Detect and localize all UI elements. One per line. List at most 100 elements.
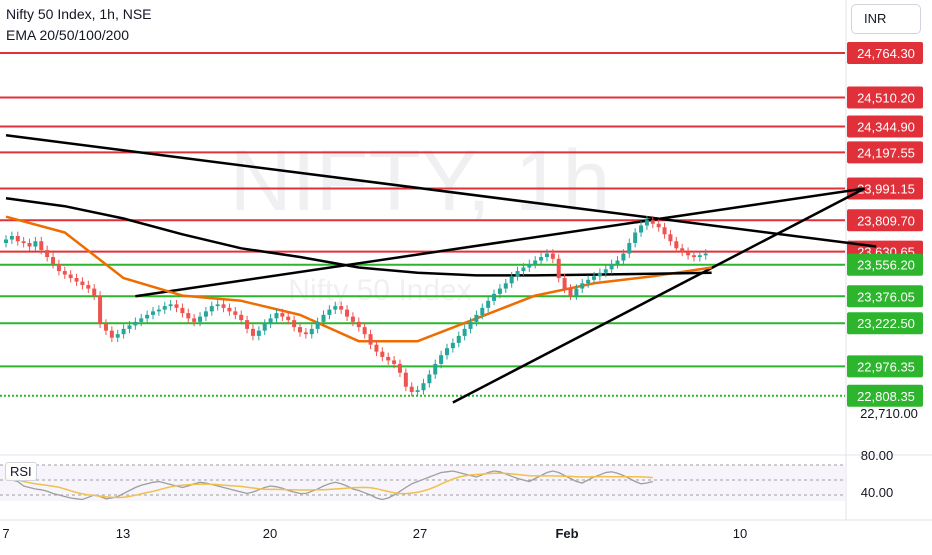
candle-body — [151, 311, 155, 315]
candle-body — [103, 323, 108, 331]
candle-body — [162, 306, 167, 310]
rsi-ma-line — [5, 472, 653, 499]
candle-body — [298, 327, 302, 333]
candle-body — [427, 374, 432, 384]
candle-body — [621, 253, 626, 261]
candle-body — [239, 314, 244, 321]
price-tick-label: 22,710.00 — [860, 406, 918, 421]
candle-body — [527, 264, 532, 268]
trendline — [452, 187, 866, 404]
rsi-band — [0, 465, 845, 501]
candle-body — [303, 332, 308, 335]
candle-body — [433, 363, 438, 375]
level-label: 23,376.05 — [857, 289, 915, 304]
candle-body — [327, 309, 332, 315]
candle-body — [550, 253, 555, 259]
candle-body — [109, 330, 114, 338]
candle-body — [503, 283, 508, 289]
candle-body — [86, 285, 91, 289]
candle-body — [521, 267, 526, 272]
candle-body — [615, 260, 620, 265]
candle-body — [609, 264, 614, 270]
candle-body — [691, 255, 696, 258]
candle-body — [603, 269, 608, 273]
candle-body — [421, 383, 426, 391]
candle-body — [203, 311, 208, 317]
candle-body — [592, 276, 596, 280]
candle-body — [627, 243, 632, 254]
candle-body — [333, 306, 338, 310]
candle-body — [74, 278, 79, 282]
level-label: 22,808.35 — [857, 389, 915, 404]
candle-body — [233, 311, 238, 315]
time-tick-label: 7 — [2, 526, 9, 541]
candle-body — [562, 278, 567, 289]
watermark-symbol: NIFTY, 1h — [230, 133, 611, 229]
level-label-bg — [847, 141, 923, 164]
candle-body — [215, 304, 220, 307]
time-tick-label: 27 — [413, 526, 427, 541]
level-label: 23,556.20 — [857, 258, 915, 273]
candle-body — [462, 328, 467, 336]
candle-body — [127, 325, 132, 329]
candle-body — [644, 220, 649, 226]
candle-body — [350, 316, 355, 322]
candle-body — [45, 250, 50, 258]
candle-body — [33, 241, 38, 247]
level-label: 24,510.20 — [857, 91, 915, 106]
candle-body — [321, 314, 326, 322]
level-label-bg — [847, 42, 923, 64]
currency-selector[interactable]: INR — [851, 4, 921, 34]
trendline — [135, 187, 865, 298]
candle-body — [674, 241, 679, 249]
candle-body — [192, 318, 197, 322]
candle-body — [380, 351, 385, 357]
candle-body — [403, 372, 408, 387]
level-label: 24,197.55 — [857, 145, 915, 160]
candle-body — [356, 321, 361, 328]
candle-body — [650, 220, 655, 224]
candle-body — [339, 306, 344, 310]
candle-body — [145, 314, 150, 319]
candle-body — [680, 248, 685, 252]
candle-body — [4, 239, 8, 244]
trendline — [5, 134, 877, 248]
candle-body — [98, 295, 103, 324]
candle-body — [362, 327, 367, 335]
candle-body — [262, 323, 267, 331]
candle-body — [662, 227, 667, 235]
candle-body — [56, 264, 61, 272]
symbol-title[interactable]: Nifty 50 Index, 1h, NSE — [6, 6, 152, 22]
candle-body — [92, 288, 97, 296]
candle-body — [480, 307, 485, 315]
candle-body — [556, 258, 561, 279]
candle-body — [639, 225, 644, 233]
time-tick-label: 13 — [116, 526, 130, 541]
candle-body — [468, 321, 473, 329]
candle-body — [445, 348, 449, 356]
level-label: 24,764.30 — [857, 46, 915, 61]
candle-body — [209, 306, 214, 312]
time-tick-label: Feb — [555, 526, 578, 541]
candle-body — [392, 360, 397, 364]
level-label: 24,344.90 — [857, 119, 915, 134]
candle-body — [397, 363, 402, 373]
candle-body — [9, 236, 14, 240]
candle-body — [656, 223, 661, 228]
candle-body — [486, 300, 491, 308]
candle-body — [256, 330, 261, 336]
level-label-bg — [847, 384, 923, 407]
candle-body — [227, 307, 232, 312]
candle-body — [309, 328, 314, 335]
candle-body — [509, 276, 514, 284]
candle-body — [68, 274, 73, 279]
candle-body — [686, 251, 691, 256]
candle-body — [697, 255, 702, 258]
candle-body — [374, 344, 379, 352]
candle-body — [280, 313, 285, 317]
candle-body — [456, 335, 461, 343]
rsi-pane-label[interactable]: RSI — [5, 462, 37, 481]
rsi-tick-80: 80.00 — [861, 448, 894, 463]
indicator-legend[interactable]: EMA 20/50/100/200 — [6, 27, 129, 43]
